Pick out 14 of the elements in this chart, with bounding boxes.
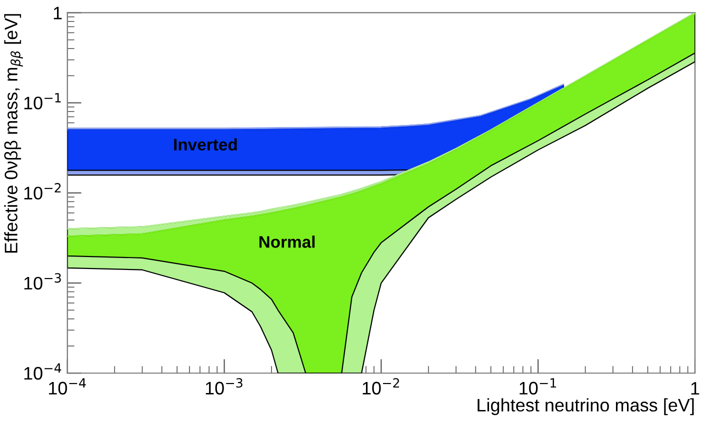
annotation: Normal: [259, 236, 315, 248]
x-tick-label: 10$^{−4}$: [49, 378, 86, 395]
x-tick-label: 10$^{−1}$: [520, 378, 556, 395]
x-tick-label: 10$^{−2}$: [362, 378, 400, 395]
y-tick-label: 10$^{−1}$: [24, 93, 61, 110]
x-axis-title: Lightest neutrino mass [eV]: [478, 398, 694, 416]
y-tick-label: 10$^{−4}$: [24, 363, 62, 380]
y-tick-label: 1: [54, 6, 62, 20]
x-tick-label: 1: [691, 382, 700, 395]
y-tick-label: 10$^{−2}$: [24, 183, 61, 200]
y-tick-label: 10$^{−3}$: [24, 273, 61, 290]
x-tick-label: 10$^{−3}$: [206, 378, 242, 395]
y-axis-title: Effective 0νββ mass, m$_{ββ}$ [eV]: [4, 14, 23, 253]
annotation: Inverted: [174, 138, 237, 151]
